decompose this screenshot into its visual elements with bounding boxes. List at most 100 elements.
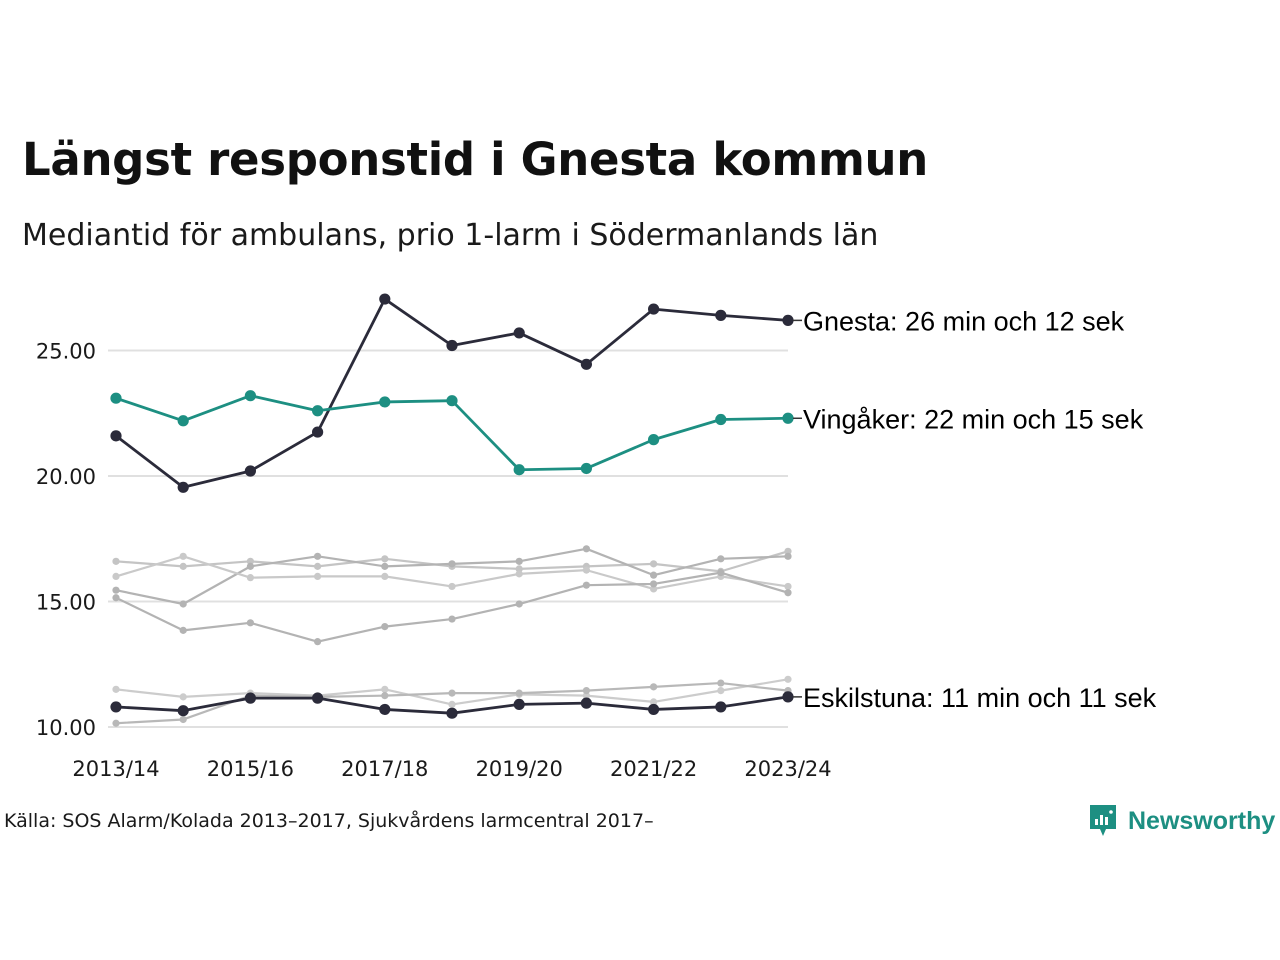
background-series-5-point (650, 698, 658, 706)
background-series-6-point (650, 683, 658, 691)
series-eskilstuna-point (379, 703, 391, 716)
background-series-3-point (448, 582, 456, 591)
background-series-6-point (515, 689, 523, 697)
x-tick-label: 2019/20 (476, 757, 563, 781)
newsworthy-logo-icon (1090, 805, 1116, 836)
series-ving-ker-point (312, 405, 324, 417)
series-eskilstuna-point (513, 698, 525, 711)
y-tick-label: 15.00 (36, 591, 96, 615)
x-tick-label: 2021/22 (610, 757, 697, 781)
x-axis: 2013/14 2015/16 2017/18 2019/20 2021/22 2023/… (72, 757, 831, 781)
series-gnesta-point (580, 358, 593, 370)
series-eskilstuna-end-label: Eskilstuna: 11 min och 11 sek (803, 683, 1157, 713)
background-series-2-point (381, 562, 389, 570)
background-series-2-line (114, 547, 790, 606)
x-tick-label: 2017/18 (341, 757, 428, 781)
background-series-1-point (314, 562, 322, 570)
background-series-6-point (381, 692, 389, 700)
series-ving-ker-point (110, 392, 122, 404)
background-series-3-point (381, 572, 389, 581)
y-axis: 10.00 15.00 20.00 25.00 (36, 340, 96, 741)
background-series-6-point (582, 687, 591, 695)
series-ving-ker-point (715, 413, 727, 426)
background-series-4-point (112, 594, 120, 602)
series-eskilstuna-point (715, 701, 727, 713)
series-eskilstuna-point (110, 701, 122, 713)
background-series-2-point (246, 562, 254, 570)
background-series-3-point (179, 552, 187, 560)
background-series-1-point (381, 555, 389, 563)
background-series-2-point (717, 555, 725, 563)
background-series-2-point (448, 560, 456, 568)
series-gnesta-point (715, 309, 727, 321)
background-series-1-point (650, 560, 658, 568)
series-ving-ker-end-label: Vingåker: 22 min och 15 sek (803, 404, 1144, 434)
y-tick-label: 25.00 (36, 340, 96, 364)
background-series-1-point (515, 565, 523, 573)
background-series-4-point (448, 615, 456, 623)
series-ving-ker-point (513, 464, 525, 476)
background-series-3-point (515, 570, 523, 578)
background-series-4-point (784, 589, 792, 597)
x-tick-label: 2013/14 (72, 757, 159, 781)
background-series-1-point (179, 562, 187, 570)
background-series-5-point (448, 700, 456, 709)
series-gnesta-point (110, 430, 122, 442)
y-tick-label: 10.00 (36, 716, 96, 740)
background-series-2-point (179, 600, 187, 608)
background-series-3-point (246, 574, 254, 582)
series-ving-ker (110, 390, 794, 476)
chart-subtitle: Mediantid för ambulans, prio 1-larm i Sö… (22, 218, 879, 253)
background-series-3-point (582, 566, 591, 574)
series-gnesta-point (648, 303, 660, 315)
background-series-3-point (650, 585, 658, 593)
background-series-6-point (448, 689, 456, 697)
series-eskilstuna-point (782, 691, 794, 703)
background-series-4-point (717, 569, 725, 577)
background-series-3-point (314, 572, 322, 581)
series-ving-ker-line (114, 394, 790, 472)
background-series-4-point (650, 580, 658, 588)
x-tick-label: 2015/16 (207, 757, 294, 781)
background-series-1-point (784, 547, 792, 555)
background-series-4-point (381, 623, 389, 631)
background-series-5-point (582, 692, 591, 700)
series-end-labels: Gnesta: 26 min och 12 sek Vingåker: 22 mi… (793, 306, 1157, 713)
series-ving-ker-point (446, 395, 458, 407)
background-series-4-point (179, 626, 187, 634)
series-gnesta-point (513, 327, 525, 339)
background-series-2-point (314, 552, 322, 560)
background-series-2-point (515, 557, 523, 565)
x-tick-label: 2023/24 (744, 757, 831, 781)
brand-logo[interactable]: Newsworthy (1088, 803, 1275, 839)
series-gnesta-point (379, 293, 391, 305)
series-eskilstuna-point (312, 692, 324, 704)
background-series-1-point (112, 557, 120, 565)
series-ving-ker-point (580, 462, 593, 475)
background-series-3-point (112, 572, 120, 581)
background-series-4-point (246, 619, 254, 627)
background-series-6-point (112, 719, 120, 727)
line-chart: 10.00 15.00 20.00 25.00 2013/14 2015/16 2017/… (36, 293, 1157, 781)
series-gnesta-line (114, 297, 790, 489)
grid-lines (108, 349, 788, 728)
background-series-3 (112, 552, 792, 593)
series-eskilstuna-point (177, 705, 189, 717)
series-gnesta-point (312, 426, 324, 438)
chart-title: Längst responstid i Gnesta kommun (22, 133, 929, 186)
background-series-2-point (582, 545, 591, 553)
series-eskilstuna-point (580, 697, 593, 709)
background-series-3-point (784, 582, 792, 591)
background-series-1-point (246, 557, 254, 565)
background-series-5-point (717, 687, 725, 695)
background-series-6-point (179, 715, 187, 724)
background-series-5-point (112, 685, 120, 693)
series-ving-ker-point (648, 434, 660, 446)
source-note: Källa: SOS Alarm/Kolada 2013–2017, Sjukv… (4, 810, 654, 832)
background-series-4-point (515, 600, 523, 608)
background-series-5-point (784, 675, 792, 683)
background-series-4 (112, 569, 792, 646)
background-series-5-point (179, 693, 187, 701)
series-ving-ker-point (782, 412, 794, 424)
series-gnesta (110, 293, 794, 493)
